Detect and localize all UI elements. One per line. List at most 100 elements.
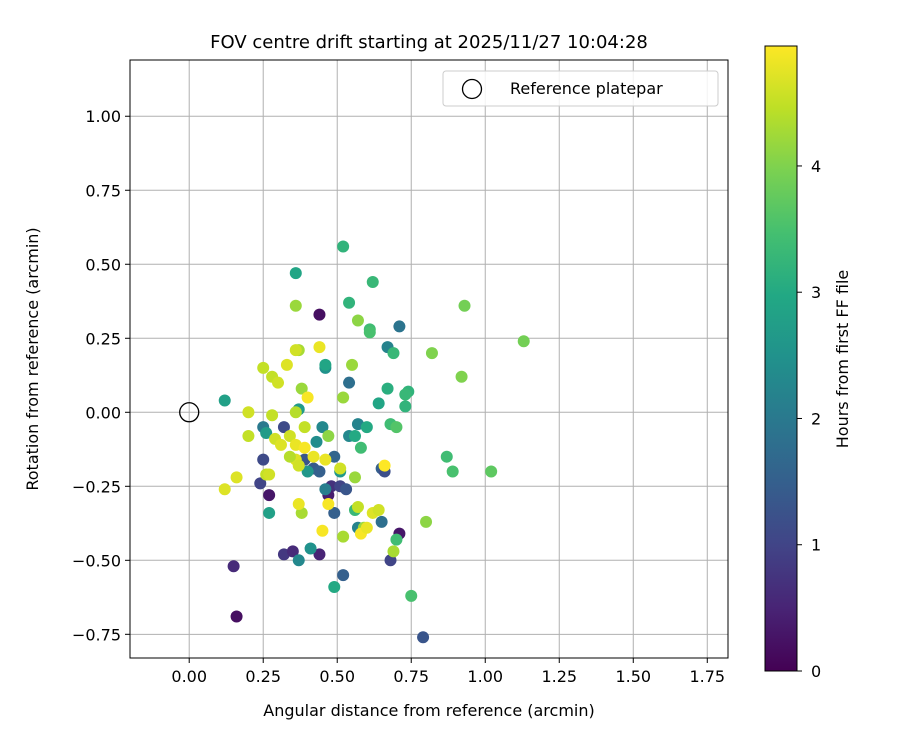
x-tick-label: 0.50 bbox=[319, 667, 355, 686]
data-point bbox=[242, 406, 255, 419]
y-tick-label: 0.75 bbox=[85, 181, 121, 200]
data-point bbox=[417, 631, 430, 644]
data-point bbox=[257, 361, 270, 374]
data-point bbox=[218, 483, 231, 496]
data-point bbox=[274, 438, 287, 451]
data-point bbox=[286, 545, 299, 558]
y-tick-label: 0.00 bbox=[85, 403, 121, 422]
plot-frame bbox=[129, 59, 729, 659]
legend-marker bbox=[461, 78, 483, 100]
data-point bbox=[334, 462, 347, 475]
data-point bbox=[298, 441, 311, 454]
data-point bbox=[260, 427, 273, 440]
data-point bbox=[283, 429, 296, 442]
x-tick-label: 0.25 bbox=[245, 667, 281, 686]
data-point bbox=[517, 335, 530, 348]
data-point bbox=[360, 421, 373, 434]
data-point bbox=[458, 299, 471, 312]
y-axis-ticks: −0.75 −0.50 −0.25 0.00 0.25 0.50 0.75 1.00 bbox=[72, 107, 130, 644]
data-point bbox=[304, 542, 317, 555]
data-point bbox=[292, 554, 305, 567]
data-point bbox=[420, 515, 433, 528]
data-point bbox=[263, 506, 276, 519]
x-axis-ticks: 0.00 0.25 0.50 0.75 1.00 1.25 1.50 1.75 bbox=[171, 658, 725, 686]
data-point bbox=[313, 341, 326, 354]
colorbar-tick-label: 0 bbox=[811, 662, 821, 681]
data-point bbox=[254, 477, 267, 490]
data-point bbox=[230, 610, 243, 623]
data-point bbox=[337, 569, 350, 582]
chart-title: FOV centre drift starting at 2025/11/27 … bbox=[210, 32, 648, 53]
data-point bbox=[242, 429, 255, 442]
data-points bbox=[218, 240, 530, 644]
data-point bbox=[292, 498, 305, 511]
data-point bbox=[485, 465, 498, 478]
legend-label: Reference platepar bbox=[510, 79, 663, 98]
data-point bbox=[348, 429, 361, 442]
data-point bbox=[425, 347, 438, 360]
data-point bbox=[328, 506, 341, 519]
data-point bbox=[348, 471, 361, 484]
data-point bbox=[289, 267, 302, 280]
data-point bbox=[399, 400, 412, 413]
data-point bbox=[337, 240, 350, 253]
colorbar-ticks: 0 1 2 3 4 bbox=[797, 157, 821, 681]
data-point bbox=[266, 409, 279, 422]
x-axis-label: Angular distance from reference (arcmin) bbox=[263, 701, 594, 720]
data-point bbox=[390, 421, 403, 434]
data-point bbox=[328, 580, 341, 593]
data-point bbox=[301, 391, 314, 404]
data-point bbox=[283, 450, 296, 463]
data-point bbox=[298, 421, 311, 434]
data-point bbox=[337, 391, 350, 404]
colorbar-tick-label: 4 bbox=[811, 157, 821, 176]
data-point bbox=[354, 441, 367, 454]
data-point bbox=[316, 524, 329, 537]
data-point bbox=[322, 429, 335, 442]
data-point bbox=[289, 406, 302, 419]
data-point bbox=[272, 376, 285, 389]
colorbar-gradient bbox=[764, 45, 798, 672]
data-point bbox=[301, 465, 314, 478]
data-point bbox=[340, 483, 353, 496]
data-point bbox=[292, 459, 305, 472]
data-point bbox=[280, 358, 293, 371]
data-point bbox=[310, 435, 323, 448]
data-point bbox=[372, 503, 385, 516]
data-point bbox=[405, 589, 418, 602]
data-point bbox=[313, 308, 326, 321]
colorbar-tick-label: 1 bbox=[811, 536, 821, 555]
data-point bbox=[257, 453, 270, 466]
x-tick-label: 1.25 bbox=[541, 667, 577, 686]
legend: Reference platepar bbox=[442, 70, 719, 107]
data-point bbox=[319, 483, 332, 496]
data-point bbox=[263, 489, 276, 502]
colorbar-tick-label: 3 bbox=[811, 283, 821, 302]
data-point bbox=[375, 515, 388, 528]
y-tick-label: 1.00 bbox=[85, 107, 121, 126]
x-tick-label: 1.50 bbox=[615, 667, 651, 686]
data-point bbox=[319, 358, 332, 371]
data-point bbox=[393, 320, 406, 333]
y-axis-label: Rotation from reference (arcmin) bbox=[23, 227, 42, 490]
x-tick-label: 1.00 bbox=[467, 667, 503, 686]
data-point bbox=[263, 468, 276, 481]
data-point bbox=[446, 465, 459, 478]
data-point bbox=[360, 521, 373, 534]
grid-lines bbox=[130, 60, 728, 658]
data-point bbox=[230, 471, 243, 484]
legend-box bbox=[442, 70, 719, 107]
data-point bbox=[337, 530, 350, 543]
x-tick-label: 1.75 bbox=[689, 667, 725, 686]
data-point bbox=[313, 465, 326, 478]
colorbar-label: Hours from first FF file bbox=[833, 270, 852, 449]
y-tick-label: 0.25 bbox=[85, 329, 121, 348]
data-point bbox=[322, 498, 335, 511]
colorbar-tick-label: 2 bbox=[811, 409, 821, 428]
data-point bbox=[313, 548, 326, 561]
data-point bbox=[307, 450, 320, 463]
data-point bbox=[440, 450, 453, 463]
data-point bbox=[277, 421, 290, 434]
data-point bbox=[387, 545, 400, 558]
data-point bbox=[351, 501, 364, 514]
